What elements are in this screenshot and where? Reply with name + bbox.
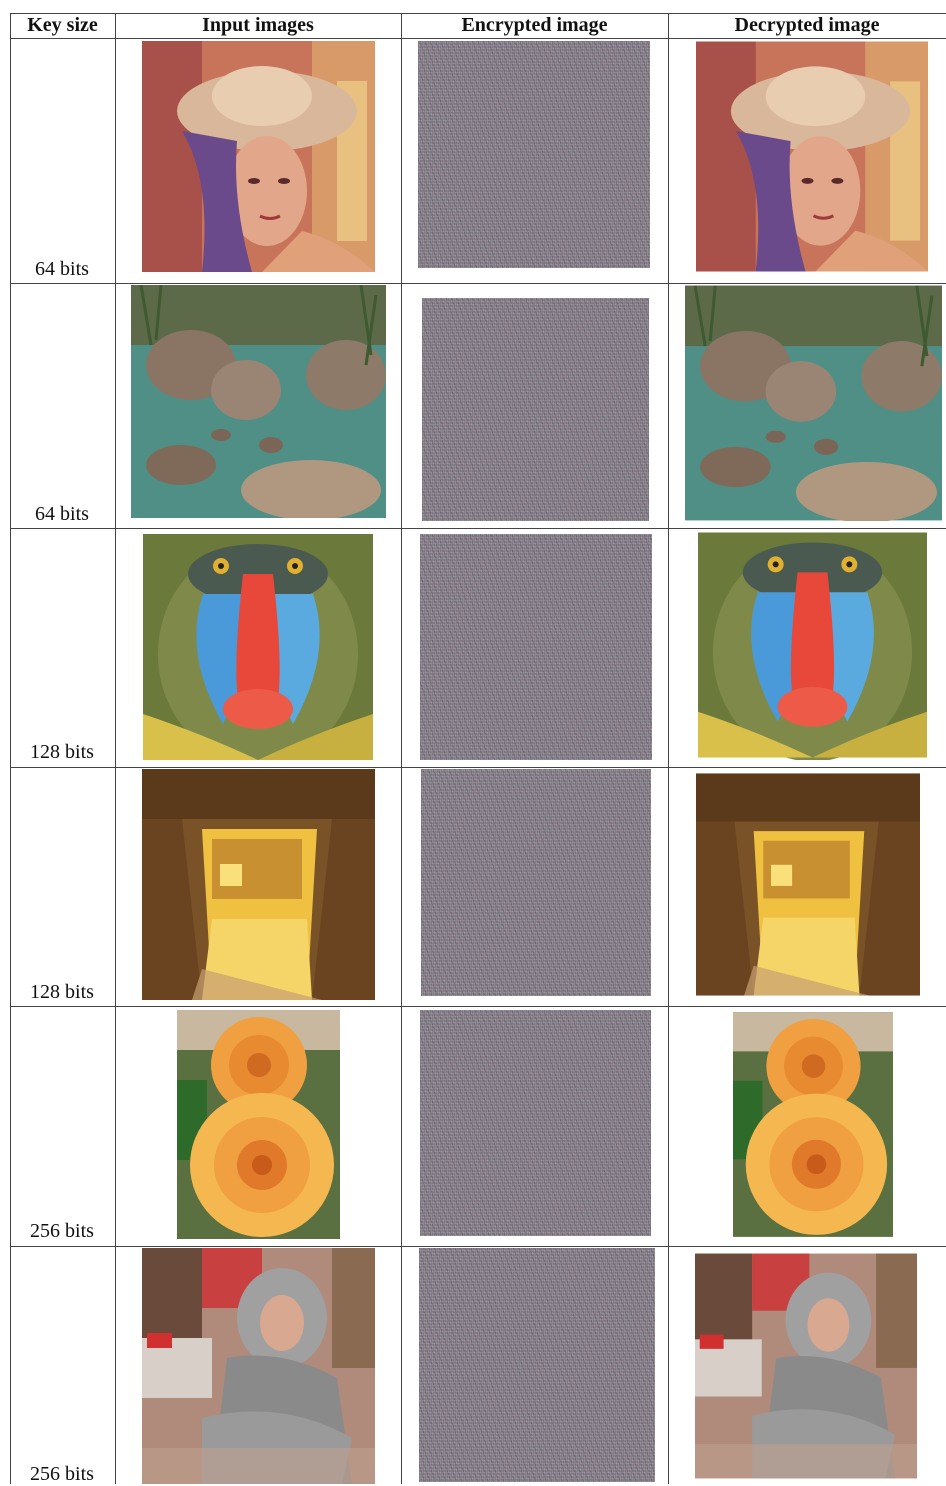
key-size-label: 64 bits <box>35 258 89 280</box>
header-bottom-border <box>10 38 946 39</box>
col-divider <box>401 13 402 1484</box>
key-size-label: 256 bits <box>30 1463 94 1485</box>
decrypted-image-mandrill <box>698 530 927 760</box>
col-divider <box>668 13 669 1484</box>
table-top-border <box>10 13 946 14</box>
decrypted-image-stone-doorway <box>696 769 920 1000</box>
input-image-stone-doorway <box>142 769 375 1000</box>
input-image-seated-woman <box>142 1248 375 1484</box>
header-encrypted-image: Encrypted image <box>461 14 608 36</box>
col-divider <box>115 13 116 1484</box>
key-size-label: 64 bits <box>35 503 89 525</box>
row-divider <box>10 283 946 284</box>
decrypted-image-stream-rocks <box>685 285 942 521</box>
decrypted-image-seated-woman <box>695 1251 917 1481</box>
decrypted-image-lena <box>696 41 928 272</box>
input-image-roses <box>177 1010 340 1239</box>
key-size-label: 256 bits <box>30 1220 94 1242</box>
row-divider <box>10 1006 946 1007</box>
input-image-stream-rocks <box>131 285 386 518</box>
encrypted-image <box>422 298 649 521</box>
row-divider <box>10 528 946 529</box>
key-size-label: 128 bits <box>30 741 94 763</box>
encrypted-image <box>420 1010 651 1236</box>
header-decrypted-image: Decrypted image <box>734 14 880 36</box>
encrypted-image <box>421 769 651 996</box>
encrypted-image <box>418 41 650 268</box>
encrypted-image <box>419 1248 655 1482</box>
input-image-lena <box>142 41 375 272</box>
decrypted-image-roses <box>733 1010 893 1239</box>
key-size-label: 128 bits <box>30 981 94 1003</box>
header-key-size: Key size <box>27 14 98 36</box>
row-divider <box>10 1246 946 1247</box>
encrypted-image <box>420 534 652 760</box>
header-input-images: Input images <box>202 14 314 36</box>
row-divider <box>10 767 946 768</box>
col-divider <box>10 13 11 1484</box>
input-image-mandrill <box>143 534 373 760</box>
